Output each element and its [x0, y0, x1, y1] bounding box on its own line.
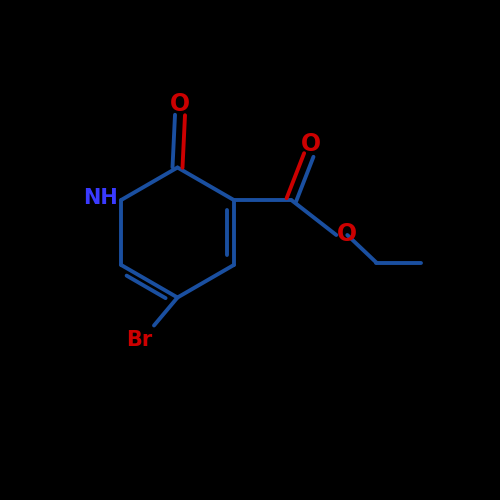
Text: O: O: [337, 222, 357, 246]
Text: Br: Br: [126, 330, 152, 350]
Text: O: O: [170, 92, 190, 116]
Text: NH: NH: [83, 188, 117, 208]
Text: O: O: [301, 132, 322, 156]
